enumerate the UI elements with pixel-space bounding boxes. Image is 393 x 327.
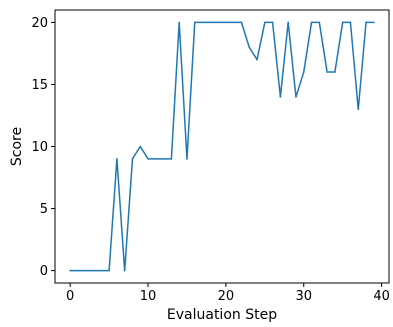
data-point: [248, 46, 251, 49]
data-point: [155, 158, 157, 160]
data-point: [349, 21, 352, 24]
x-axis-label: Evaluation Step: [167, 307, 277, 322]
data-point: [264, 21, 266, 24]
data-point: [139, 145, 142, 148]
data-point: [162, 158, 165, 160]
data-point: [256, 58, 258, 61]
data-point: [84, 269, 87, 272]
data-point: [123, 269, 126, 272]
data-point: [357, 108, 360, 111]
data-point: [365, 21, 367, 24]
data-point: [341, 21, 344, 24]
data-point: [108, 269, 110, 272]
x-tick-label: 30: [295, 289, 312, 304]
data-point: [232, 21, 235, 24]
x-tick-label: 20: [218, 289, 235, 304]
data-point: [147, 158, 149, 160]
data-point: [170, 158, 173, 160]
data-point: [240, 21, 243, 24]
data-point: [373, 21, 375, 24]
x-tick-label: 10: [140, 289, 157, 304]
data-point: [77, 269, 79, 272]
y-tick-label: 0: [40, 264, 48, 279]
x-tick-label: 0: [66, 289, 74, 304]
data-point: [271, 21, 274, 24]
data-point: [334, 71, 336, 73]
data-point: [295, 96, 297, 98]
data-point: [287, 21, 289, 24]
data-point: [201, 21, 204, 24]
ticks-layer: 0 10 20 30 40 0 5 10 15 20: [31, 16, 389, 304]
y-tick-label: 15: [31, 78, 48, 93]
data-point: [193, 21, 196, 24]
data-point: [92, 269, 95, 272]
data-point: [318, 21, 321, 24]
series-line-0: [70, 21, 374, 272]
data-point: [131, 158, 134, 160]
series-layer: [69, 21, 375, 272]
plot-frame: [54, 9, 390, 284]
data-point: [310, 21, 313, 24]
data-point: [100, 269, 103, 272]
data-point: [225, 21, 227, 24]
data-point: [178, 21, 180, 24]
data-point: [69, 269, 71, 272]
y-tick-label: 10: [31, 140, 48, 155]
y-tick-label: 20: [31, 16, 48, 31]
data-point: [116, 158, 118, 160]
data-point: [302, 71, 305, 73]
x-tick-label: 40: [373, 289, 390, 304]
data-point: [209, 21, 212, 24]
data-point: [186, 158, 188, 160]
y-axis-label: Score: [9, 127, 25, 166]
data-point: [279, 96, 282, 98]
data-point: [326, 71, 328, 73]
y-tick-label: 5: [40, 202, 48, 217]
data-point: [217, 21, 219, 24]
